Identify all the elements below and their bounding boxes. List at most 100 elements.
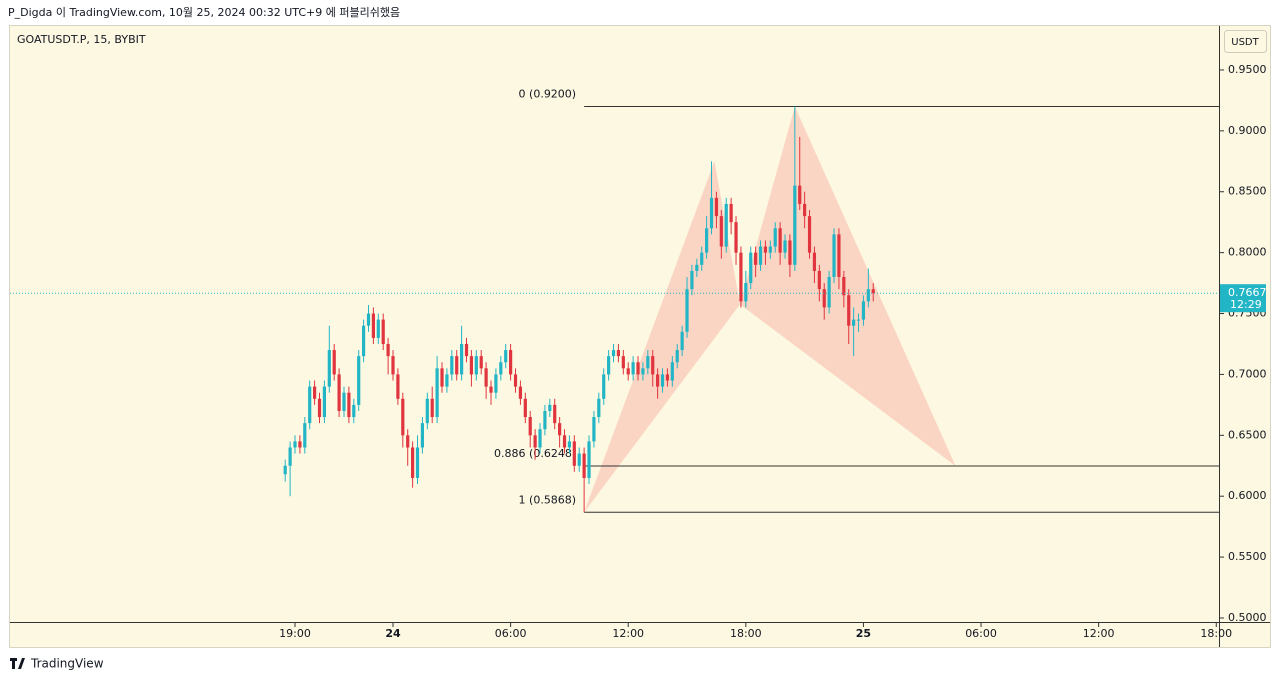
candle-body (283, 465, 287, 475)
fib-label: 1 (0.5868) (519, 493, 577, 506)
chart-panel (9, 25, 1271, 648)
candle-body (469, 356, 474, 375)
candle-body (803, 203, 807, 217)
y-tick-label: 0.8500 (1228, 185, 1267, 198)
candle-body (445, 374, 449, 387)
candle-body (734, 222, 738, 253)
candle-body (313, 386, 317, 399)
candle-body (592, 417, 596, 442)
candle-body (695, 264, 699, 271)
x-tick-label: 06:00 (495, 627, 527, 640)
candle-body (518, 386, 523, 399)
candle-body (646, 356, 650, 369)
candle-body (479, 356, 483, 369)
candle-body (357, 356, 361, 405)
candle-body (807, 216, 812, 253)
candle-body (871, 289, 875, 294)
candle-body (621, 356, 625, 369)
pattern-leg (584, 161, 740, 513)
candle-body (406, 435, 410, 448)
y-tick-label: 0.9500 (1228, 63, 1267, 76)
candle-body (798, 185, 802, 204)
candle-body (553, 404, 557, 424)
candle-body (861, 301, 866, 320)
candle-body (719, 216, 723, 247)
candle-body (288, 447, 292, 466)
candle-body (464, 343, 469, 357)
candle-body (842, 276, 846, 296)
candle-body (352, 404, 356, 418)
candle-body (317, 398, 322, 418)
candle-body (856, 319, 861, 321)
currency-label[interactable]: USDT (1231, 37, 1259, 48)
currency-button[interactable] (1224, 30, 1267, 53)
candle-body (685, 289, 689, 332)
y-tick-label: 0.9000 (1228, 124, 1267, 137)
candle-body (665, 374, 670, 381)
candle-body (616, 350, 621, 357)
candle-body (332, 350, 336, 375)
candle-body (587, 441, 591, 478)
y-tick-label: 0.6500 (1228, 428, 1267, 441)
candle-body (852, 319, 856, 326)
y-tick-label: 0.7000 (1228, 367, 1267, 380)
candle-body (460, 343, 464, 375)
candle-body (626, 368, 630, 375)
candle-body (812, 252, 817, 271)
candle-body (837, 234, 841, 277)
candle-body (582, 453, 586, 478)
candle-body (778, 228, 782, 253)
candle-body (425, 398, 429, 424)
candle-body (788, 240, 792, 265)
candle-body (631, 362, 635, 375)
candle-body (538, 429, 542, 448)
candle-body (641, 368, 645, 375)
candle-body (709, 197, 714, 229)
candle-body (670, 362, 674, 381)
y-tick-label: 0.5000 (1228, 611, 1267, 624)
footer-logo (10, 658, 25, 669)
candle-body (420, 423, 425, 448)
fib-label: 0 (0.9200) (519, 87, 577, 100)
candle-body (509, 350, 513, 375)
candle-body (607, 356, 611, 375)
candle-body (543, 410, 547, 430)
candle-body (371, 313, 376, 338)
candle-body (768, 246, 772, 253)
candle-body (817, 270, 821, 290)
candle-body (440, 368, 444, 387)
x-tick-label: 18:00 (730, 627, 762, 640)
brand: TradingView (30, 657, 104, 671)
candle-body (562, 435, 567, 448)
candle-body (455, 356, 459, 375)
candle-body (758, 246, 763, 265)
candle-body (484, 368, 488, 387)
candle-body (386, 343, 390, 357)
countdown-label: 12:29 (1230, 298, 1262, 311)
candle-body (342, 392, 346, 411)
candle-body (651, 356, 655, 375)
candle-body (322, 386, 327, 418)
candle-body (660, 374, 665, 387)
candle-body (489, 386, 493, 393)
candle-body (528, 417, 532, 436)
candle-body (714, 197, 719, 217)
candle-body (705, 228, 709, 253)
candle-body (430, 398, 434, 418)
candle-body (744, 283, 748, 302)
candle-body (337, 374, 341, 411)
candle-body (347, 392, 351, 418)
candle-body (783, 240, 787, 253)
caption: P_Digda 이 TradingView.com, 10월 25, 2024 … (8, 6, 400, 19)
candle-body (680, 331, 684, 351)
candle-body (513, 374, 518, 387)
candle-body (298, 441, 302, 448)
logo-mark (10, 658, 25, 669)
candle-body (567, 441, 572, 448)
candle-body (504, 350, 508, 363)
symbol-title: GOATUSDT.P, 15, BYBIT (17, 33, 146, 46)
candle-body (602, 374, 606, 399)
last-price-box (1220, 284, 1266, 313)
x-tick-label: 19:00 (279, 627, 311, 640)
